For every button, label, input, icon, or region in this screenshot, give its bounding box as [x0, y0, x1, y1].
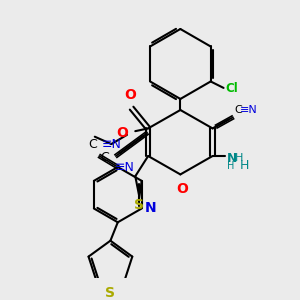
Text: H: H [227, 160, 235, 171]
Text: H: H [235, 153, 243, 163]
Text: C: C [88, 138, 97, 152]
Text: N: N [227, 152, 238, 165]
Text: C: C [100, 152, 109, 164]
Text: Cl: Cl [225, 82, 238, 95]
Text: C: C [235, 105, 242, 115]
Text: O: O [116, 126, 128, 140]
Text: ≡N: ≡N [240, 105, 258, 115]
Text: H: H [240, 159, 250, 172]
Text: ≡N: ≡N [102, 138, 122, 152]
Text: S: S [134, 198, 144, 212]
Text: ≡N: ≡N [115, 160, 135, 174]
Text: N: N [145, 202, 156, 215]
Text: S: S [105, 286, 116, 300]
Text: O: O [124, 88, 136, 102]
Text: O: O [176, 182, 188, 196]
